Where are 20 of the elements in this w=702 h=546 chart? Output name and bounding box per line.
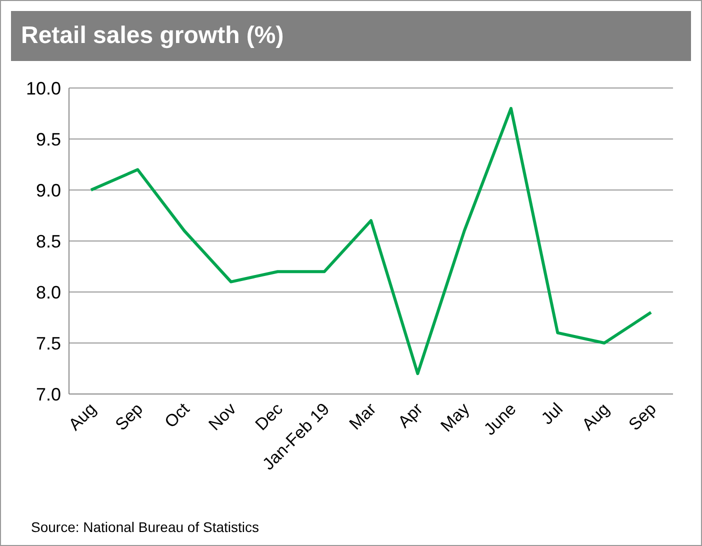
source-note: Source: National Bureau of Statistics <box>31 519 260 535</box>
y-tick-label: 8.5 <box>36 231 61 252</box>
x-tick-label: Aug <box>578 399 614 434</box>
x-tick-label: Oct <box>161 399 194 432</box>
chart-title: Retail sales growth (%) <box>11 11 691 61</box>
x-tick-label: Apr <box>394 399 427 432</box>
x-tick-label: May <box>437 399 474 436</box>
x-tick-label: Sep <box>625 399 660 434</box>
y-tick-label: 7.0 <box>36 384 61 404</box>
y-tick-label: 8.0 <box>36 282 61 302</box>
y-tick-label: 9.0 <box>36 180 61 200</box>
x-tick-label: Aug <box>65 399 100 434</box>
y-tick-label: 7.5 <box>36 333 61 354</box>
y-tick-label: 9.5 <box>36 129 61 150</box>
x-tick-label: Nov <box>205 399 240 434</box>
x-tick-label: Mar <box>346 399 380 434</box>
line-series <box>90 106 652 376</box>
x-tick-label: Jul <box>538 399 566 428</box>
y-tick-label: 10.0 <box>26 78 61 98</box>
x-tick-label: Sep <box>112 399 146 434</box>
